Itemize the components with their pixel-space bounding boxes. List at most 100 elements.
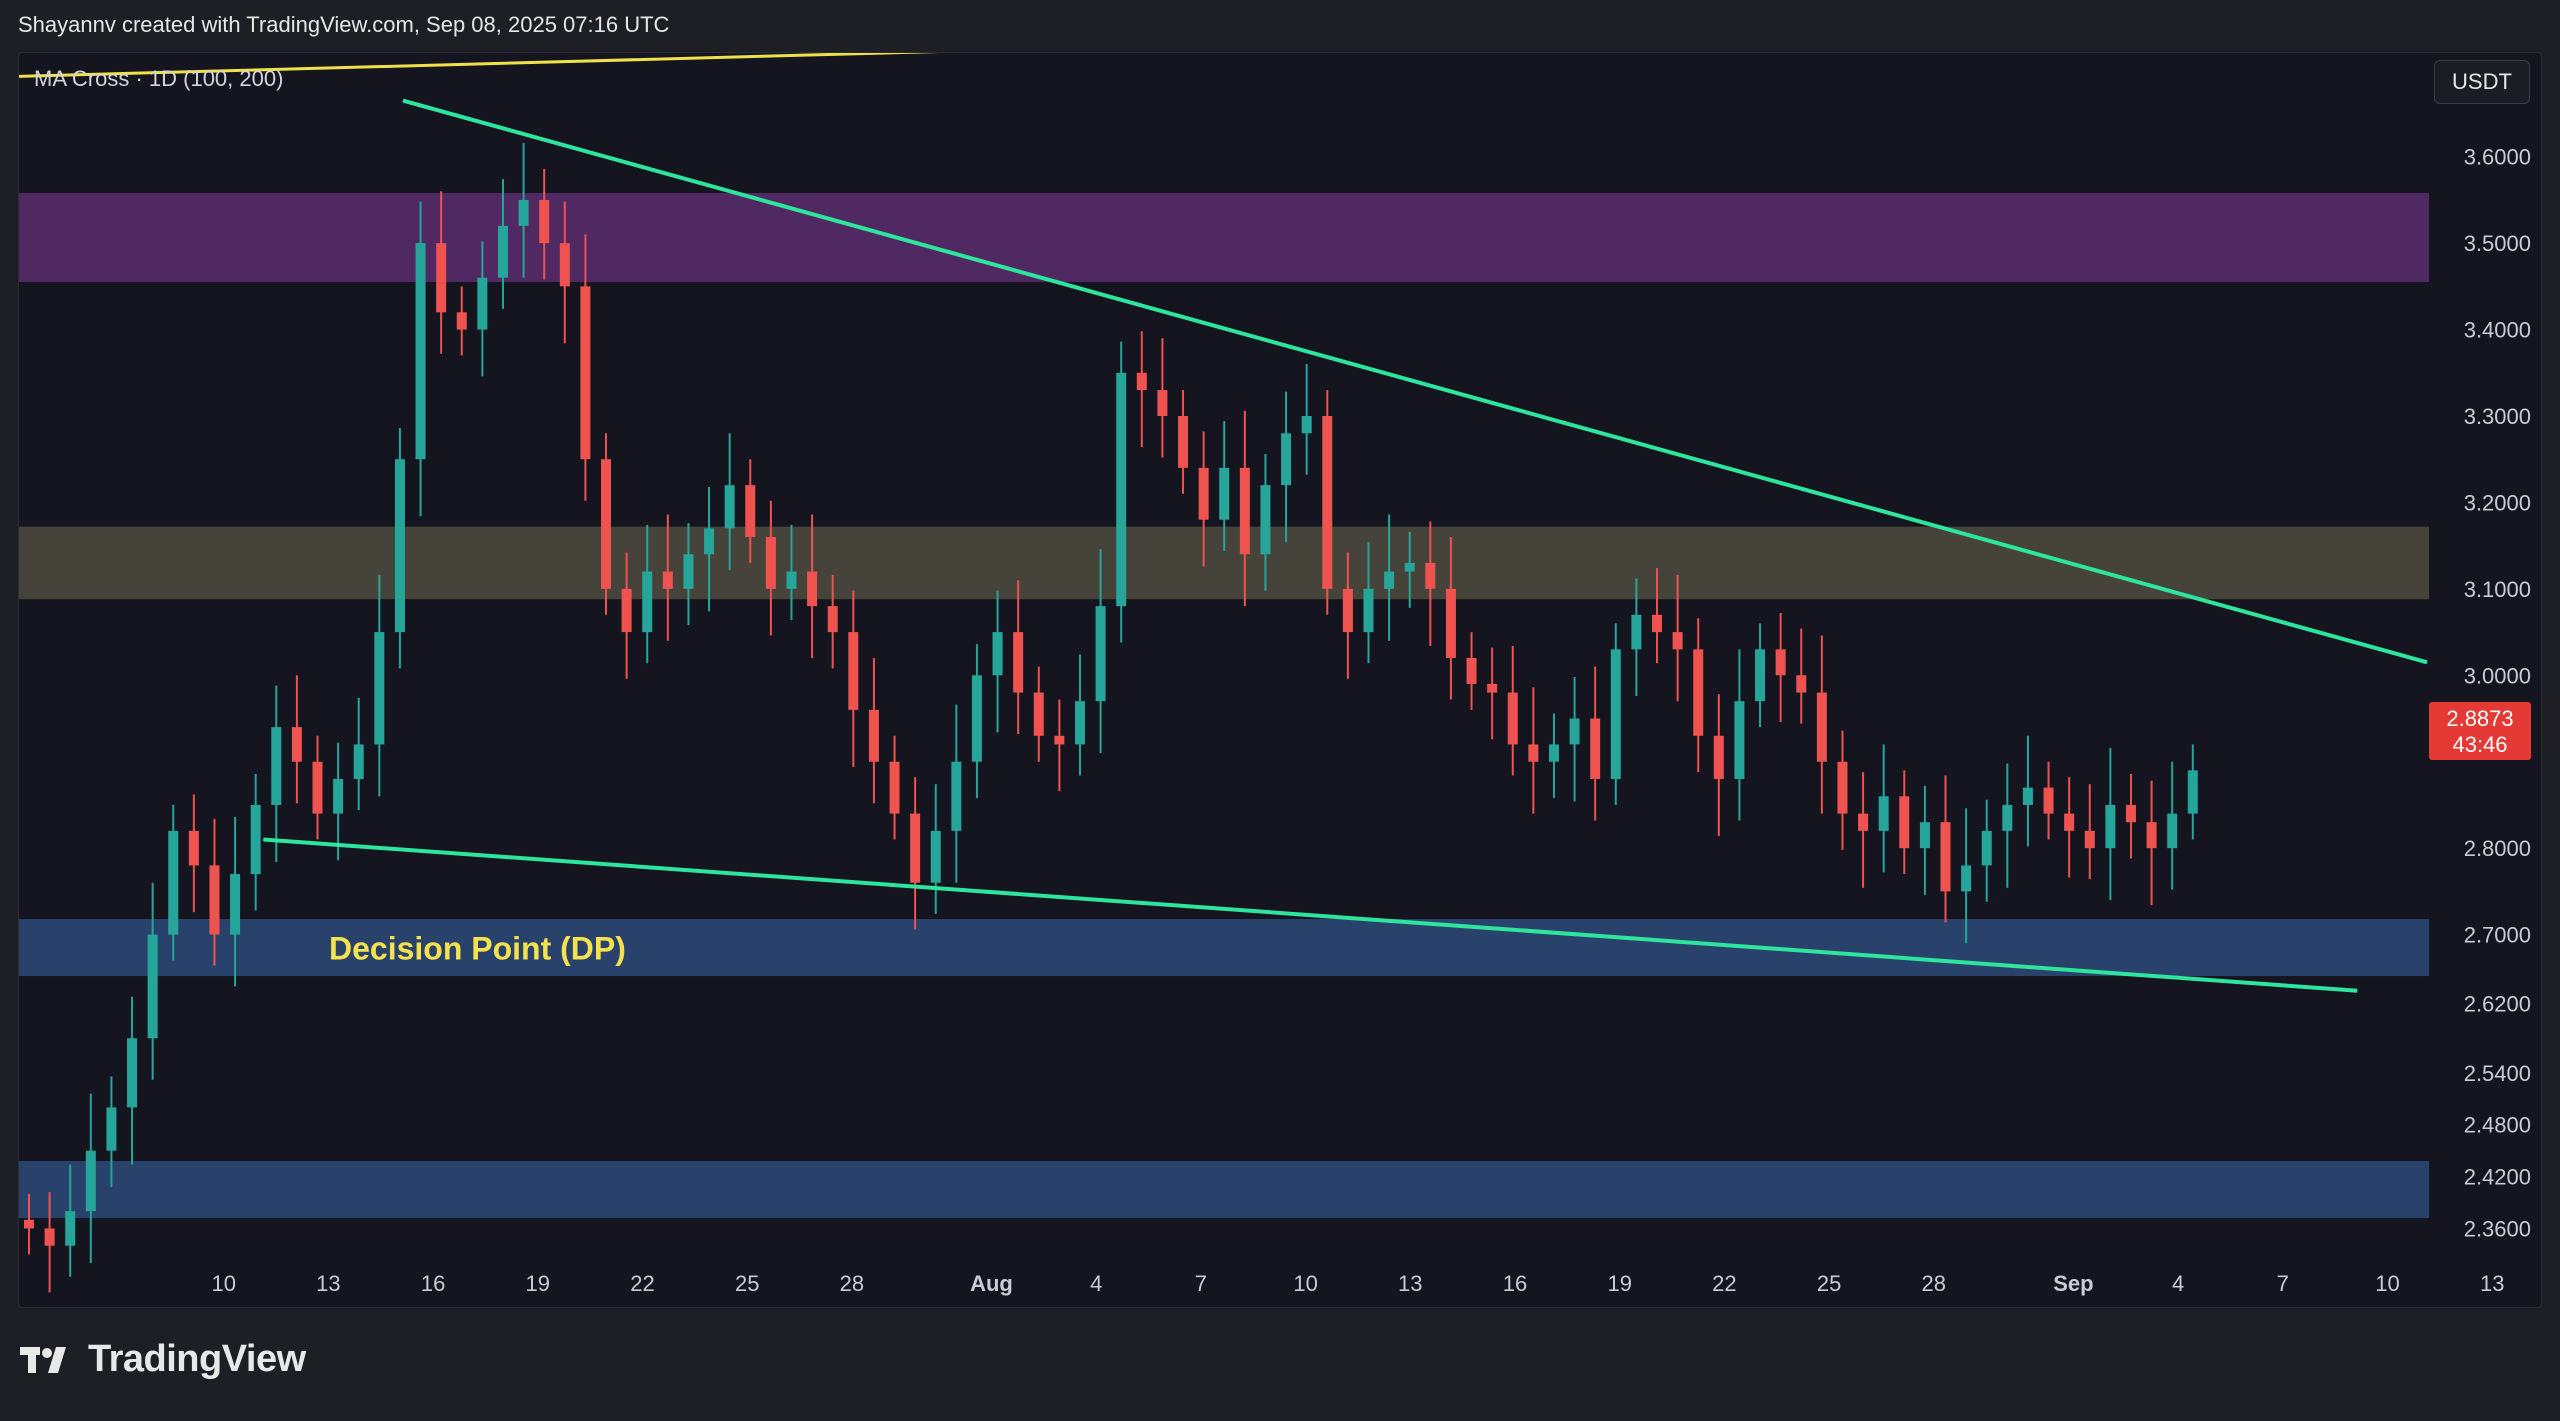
current-price-value: 2.8873 xyxy=(2446,706,2514,731)
candle-body xyxy=(2022,787,2033,805)
y-tick-label: 3.6000 xyxy=(2464,145,2531,170)
candle-body xyxy=(889,761,900,814)
candle-body xyxy=(1033,692,1044,736)
candle-body xyxy=(1940,822,1951,892)
chart-frame[interactable]: Decision Point (DP) 3.6000 3.5000 3.4000 3.3… xyxy=(18,52,2542,1308)
candle-body xyxy=(333,779,344,814)
candle-body xyxy=(1178,416,1189,468)
candle-body xyxy=(44,1228,55,1246)
candle-body xyxy=(1961,865,1972,892)
candle-body xyxy=(1466,658,1477,684)
candle-body xyxy=(353,744,364,779)
candle-body xyxy=(456,312,467,330)
price-chart[interactable]: Decision Point (DP) 3.6000 3.5000 3.4000 3.3… xyxy=(19,53,2541,1307)
candle-body xyxy=(786,571,797,589)
x-tick-label: 22 xyxy=(630,1271,654,1296)
x-tick-label: Sep xyxy=(2053,1271,2093,1296)
candle-body xyxy=(415,243,426,460)
candle-body xyxy=(1301,416,1312,434)
candle-body xyxy=(1322,416,1333,589)
x-tick-label: 7 xyxy=(1195,1271,1207,1296)
candle-body xyxy=(1507,692,1518,745)
x-tick-label: 4 xyxy=(2172,1271,2184,1296)
tradingview-logo-icon xyxy=(20,1346,66,1373)
candle-body xyxy=(127,1038,138,1108)
candle-body xyxy=(1610,649,1621,779)
candle-body xyxy=(1755,649,1766,702)
candle-body xyxy=(65,1211,76,1246)
zone-low xyxy=(19,1161,2429,1219)
candle-body xyxy=(2105,804,2116,849)
candle-body xyxy=(971,675,982,762)
candle-body xyxy=(230,874,241,935)
x-tick-label: 19 xyxy=(526,1271,550,1296)
x-tick-label: 10 xyxy=(211,1271,235,1296)
candle-body xyxy=(827,606,838,633)
y-tick-label: 3.2000 xyxy=(2464,490,2531,515)
y-tick-label: 2.4800 xyxy=(2464,1113,2531,1138)
candle-body xyxy=(1487,683,1498,693)
candle-body xyxy=(1260,485,1271,555)
x-tick-label: 13 xyxy=(1398,1271,1422,1296)
candle-body xyxy=(910,813,921,883)
currency-button[interactable]: USDT xyxy=(2434,60,2530,104)
candle-body xyxy=(2084,830,2095,849)
candle-body xyxy=(930,830,941,883)
candle-body xyxy=(518,199,529,226)
candle-body xyxy=(1384,571,1395,589)
y-tick-label: 2.3600 xyxy=(2464,1216,2531,1241)
candle-body xyxy=(374,632,385,745)
candle-body xyxy=(312,761,323,814)
candle-body xyxy=(394,459,405,633)
candle-body xyxy=(1734,701,1745,779)
candle-body xyxy=(1652,614,1663,633)
candle-body xyxy=(1981,830,1992,866)
x-tick-label: 10 xyxy=(2375,1271,2399,1296)
indicator-label[interactable]: MA Cross · 1D (100, 200) xyxy=(34,66,284,91)
candle-body xyxy=(1219,467,1230,520)
candle-body xyxy=(807,571,818,607)
candle-body xyxy=(848,632,859,710)
x-tick-label: 28 xyxy=(1922,1271,1946,1296)
candle-body xyxy=(2187,770,2198,814)
y-tick-label: 3.0000 xyxy=(2464,663,2531,688)
y-tick-label: 3.5000 xyxy=(2464,231,2531,256)
candle-body xyxy=(271,727,282,805)
candle-body xyxy=(1013,632,1024,693)
candle-body xyxy=(1816,692,1827,762)
y-tick-label: 3.1000 xyxy=(2464,577,2531,602)
candle-body xyxy=(188,830,199,866)
x-tick-label: 16 xyxy=(1503,1271,1527,1296)
candle-body xyxy=(209,865,220,935)
candle-body xyxy=(1775,649,1786,676)
candle-body xyxy=(1445,588,1456,658)
candle-countdown: 43:46 xyxy=(2452,732,2508,757)
trendline-upper-yellow xyxy=(19,53,940,78)
candle-body xyxy=(580,286,591,460)
x-tick-label: 13 xyxy=(2480,1271,2504,1296)
zone-purple xyxy=(19,193,2429,283)
candle-body xyxy=(601,459,612,589)
candle-body xyxy=(1569,718,1580,745)
y-tick-label: 2.4200 xyxy=(2464,1165,2531,1190)
candle-body xyxy=(539,199,550,244)
candle-body xyxy=(1404,562,1415,572)
candle-body xyxy=(683,554,694,589)
candle-body xyxy=(1713,735,1724,779)
candle-body xyxy=(2043,787,2054,814)
chart-credit: Shayannv created with TradingView.com, S… xyxy=(18,12,670,37)
candle-body xyxy=(1074,701,1085,745)
y-tick-label: 2.6200 xyxy=(2464,992,2531,1017)
candle-body xyxy=(1878,796,1889,831)
candle-body xyxy=(1919,822,1930,849)
candle-body xyxy=(1548,744,1559,762)
x-tick-label: 7 xyxy=(2277,1271,2289,1296)
candle-body xyxy=(1198,467,1209,520)
candle-body xyxy=(1590,718,1601,779)
candle-body xyxy=(724,485,735,529)
candle-body xyxy=(1281,433,1292,486)
candle-body xyxy=(1425,562,1436,589)
x-tick-label: 16 xyxy=(421,1271,445,1296)
brand[interactable]: TradingView xyxy=(20,1338,306,1381)
candle-body xyxy=(621,588,632,633)
